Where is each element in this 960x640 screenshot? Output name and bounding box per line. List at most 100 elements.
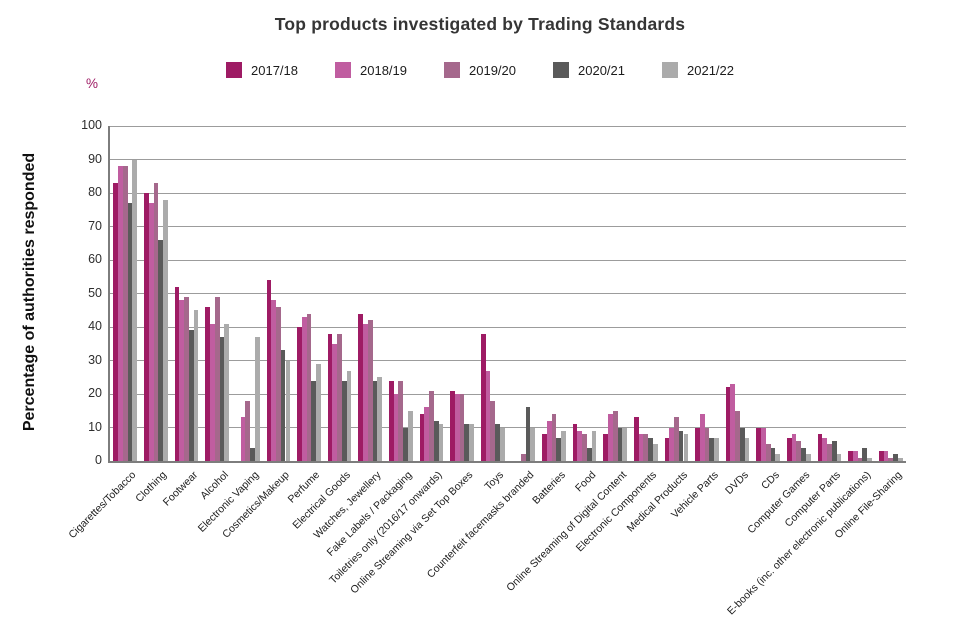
bar [429, 390, 434, 461]
bar [739, 427, 745, 461]
bar [530, 427, 536, 461]
bar [358, 313, 364, 461]
x-category-label: E-books (inc. other electronic publicati… [725, 469, 874, 618]
bar [285, 360, 291, 461]
bar [546, 420, 552, 461]
chart-title: Top products investigated by Trading Sta… [274, 14, 686, 34]
legend-item: 2018/19 [335, 62, 407, 78]
bar [577, 430, 583, 461]
bar [311, 380, 317, 461]
bar [163, 199, 168, 461]
bar [888, 457, 894, 461]
bar [761, 427, 766, 461]
x-category-label: DVDs [723, 469, 752, 497]
bar [372, 380, 378, 461]
legend-swatch-icon [335, 62, 351, 78]
bar [827, 444, 832, 461]
bar [704, 427, 710, 461]
bar [388, 380, 394, 461]
bar [132, 159, 138, 461]
bar [398, 380, 404, 461]
x-axis-line [108, 461, 906, 463]
bar [805, 454, 811, 461]
bar [438, 424, 444, 461]
bar [709, 437, 715, 461]
bar [695, 427, 700, 461]
legend-item: 2019/20 [444, 62, 516, 78]
bar [735, 410, 740, 461]
bar [433, 420, 439, 461]
bar [791, 434, 797, 461]
bar [464, 424, 470, 461]
bar [638, 434, 644, 461]
bar [316, 363, 321, 461]
bar [240, 417, 246, 461]
legend-item: 2020/21 [553, 62, 625, 78]
bar [786, 437, 792, 461]
bar [276, 306, 281, 461]
bar [407, 410, 413, 461]
bar [469, 424, 474, 461]
bar [831, 440, 837, 461]
bar [266, 280, 272, 461]
bar [664, 437, 670, 461]
legend-item: 2021/22 [662, 62, 734, 78]
bar [153, 182, 159, 461]
gridline [110, 259, 906, 261]
y-tick-label: 80 [88, 185, 102, 199]
bar [301, 316, 307, 461]
legend-label: 2021/22 [687, 62, 734, 78]
bar [490, 400, 496, 461]
y-tick-label: 10 [88, 419, 102, 434]
bar [520, 454, 526, 461]
bar [158, 239, 164, 461]
y-tick-label: 70 [88, 218, 102, 233]
bar [848, 450, 853, 461]
y-tick-label: 60 [88, 252, 102, 266]
legend-swatch-icon [444, 62, 460, 78]
x-category-label: Cigarettes/Tobacco [66, 469, 139, 542]
bar [363, 323, 368, 461]
bar [633, 417, 639, 461]
bar [480, 333, 486, 461]
y-axis-line [108, 126, 110, 463]
bar [744, 437, 750, 461]
bar [424, 407, 430, 461]
y-tick-label: 90 [88, 151, 102, 166]
bar [756, 427, 762, 461]
bar [867, 457, 872, 461]
bar [822, 437, 828, 461]
x-category-label: Batteries [529, 469, 568, 507]
bar [801, 447, 806, 461]
legend-label: 2020/21 [578, 62, 625, 78]
y-tick-label: 0 [95, 453, 102, 467]
bar [893, 454, 898, 461]
bar [765, 444, 771, 461]
bar [652, 444, 658, 461]
gridline [110, 159, 906, 160]
bar [205, 306, 211, 461]
bar [852, 450, 858, 461]
bar [337, 333, 342, 461]
bar [551, 414, 557, 461]
bar [883, 450, 889, 461]
gridline [110, 427, 906, 428]
bar [210, 323, 215, 461]
gridline [110, 192, 906, 194]
bar [148, 203, 154, 461]
x-category-label: Food [572, 469, 599, 495]
bar [188, 330, 194, 461]
gridline [110, 393, 906, 395]
bar [250, 447, 255, 461]
bar [770, 447, 776, 461]
bar [669, 427, 674, 461]
bar [346, 370, 352, 461]
bar [683, 434, 689, 461]
bar [674, 417, 679, 461]
legend: 2017/18 2018/19 2019/20 2020/21 2021/22 [0, 62, 960, 78]
bar [775, 454, 781, 461]
bar [118, 166, 123, 461]
bar [608, 414, 613, 461]
gridline [110, 293, 906, 294]
